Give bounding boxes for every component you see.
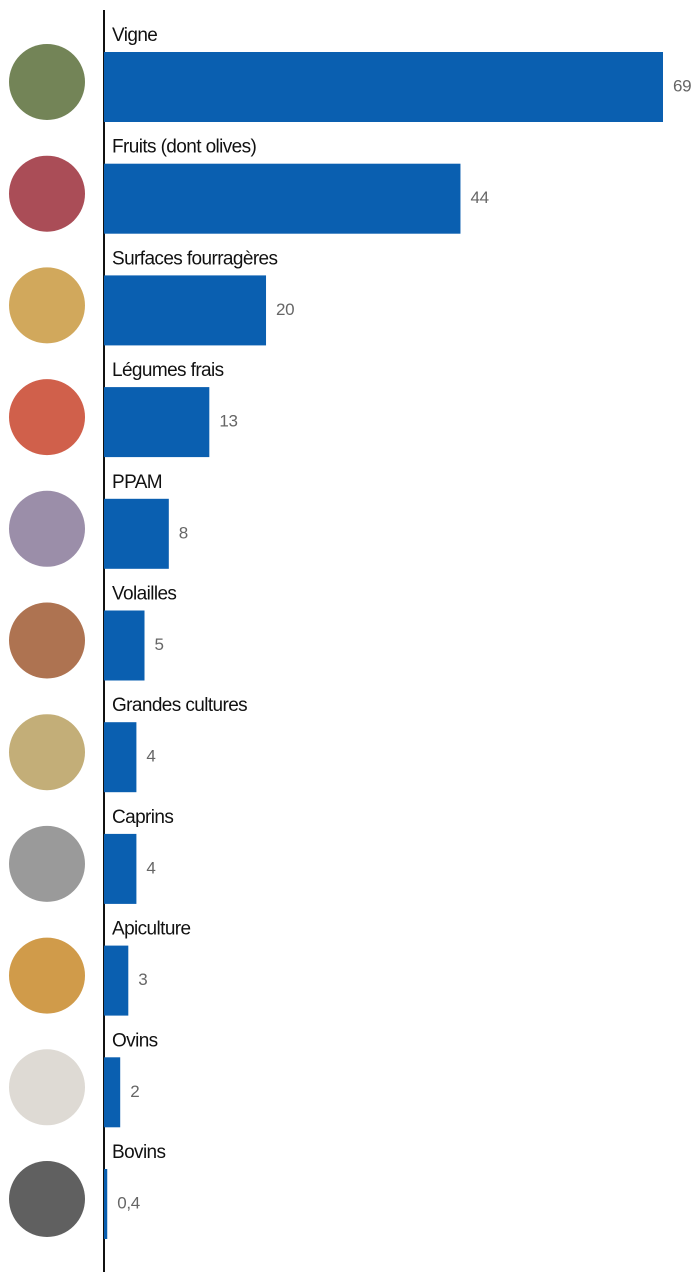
bar bbox=[104, 387, 209, 457]
category-label: Grandes cultures bbox=[112, 695, 247, 716]
bar bbox=[104, 275, 266, 345]
category-label: Surfaces fourragères bbox=[112, 248, 278, 269]
icon bbox=[9, 491, 85, 567]
bar bbox=[104, 164, 460, 234]
value-label: 44 bbox=[470, 188, 488, 207]
category-label: Légumes frais bbox=[112, 360, 224, 381]
category-label: Volailles bbox=[112, 584, 176, 605]
category-label: Bovins bbox=[112, 1142, 166, 1163]
value-label: 4 bbox=[146, 747, 155, 766]
icon bbox=[9, 267, 85, 343]
value-label: 0,4 bbox=[117, 1193, 140, 1212]
value-label: 20 bbox=[276, 300, 294, 319]
icon bbox=[9, 938, 85, 1014]
bar bbox=[104, 1169, 107, 1239]
bar bbox=[104, 611, 145, 681]
value-label: 4 bbox=[146, 858, 155, 877]
icon bbox=[9, 379, 85, 455]
icon bbox=[9, 826, 85, 902]
value-label: 5 bbox=[155, 635, 164, 654]
value-label: 2 bbox=[130, 1082, 139, 1101]
icon bbox=[9, 603, 85, 679]
bar bbox=[104, 834, 136, 904]
category-label: Vigne bbox=[112, 25, 157, 46]
value-label: 3 bbox=[138, 970, 147, 989]
value-label: 8 bbox=[179, 523, 188, 542]
category-label: PPAM bbox=[112, 472, 162, 493]
category-label: Ovins bbox=[112, 1030, 158, 1051]
category-label: Apiculture bbox=[112, 919, 191, 940]
icon bbox=[9, 156, 85, 232]
bar bbox=[104, 499, 169, 569]
icon bbox=[9, 44, 85, 120]
icon bbox=[9, 1161, 85, 1237]
icon bbox=[9, 714, 85, 790]
category-label: Fruits (dont olives) bbox=[112, 137, 257, 158]
bar bbox=[104, 1057, 120, 1127]
chart: Vigne69Fruits (dont olives)44Surfaces fo… bbox=[0, 0, 691, 1272]
bar bbox=[104, 722, 136, 792]
value-label: 13 bbox=[219, 412, 237, 431]
category-label: Caprins bbox=[112, 807, 173, 828]
bar bbox=[104, 52, 663, 122]
bar bbox=[104, 946, 128, 1016]
icon bbox=[9, 1049, 85, 1125]
value-label: 69 bbox=[673, 76, 691, 95]
